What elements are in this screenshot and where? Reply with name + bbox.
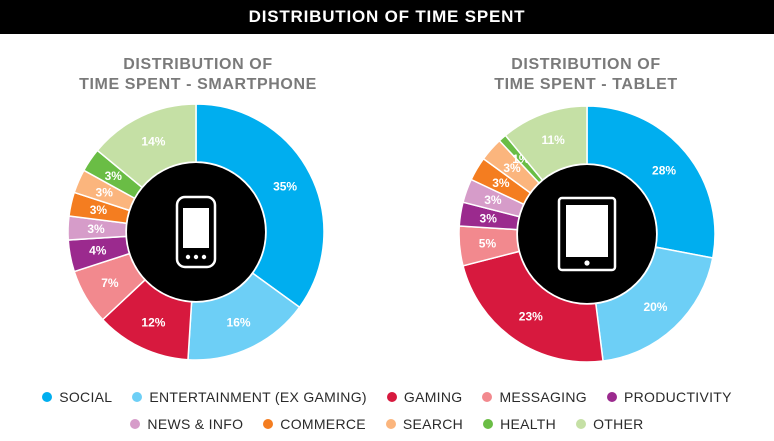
tablet-title-line2: TIME SPENT - TABLET xyxy=(494,76,678,93)
tablet-label-commerce: 3% xyxy=(492,176,510,190)
tablet-label-entertainment-ex-gaming: 20% xyxy=(643,300,667,314)
legend-row-1: SOCIAL ENTERTAINMENT (EX GAMING) GAMING MES… xyxy=(0,389,774,405)
legend-swatch xyxy=(385,419,396,429)
smartphone-label-gaming: 12% xyxy=(141,315,165,329)
legend-swatch xyxy=(42,392,53,402)
legend-label: NEWS & INFO xyxy=(147,416,244,432)
tablet-label-other: 11% xyxy=(541,133,565,147)
smartphone-label-news-info: 3% xyxy=(87,222,105,236)
legend-item-commerce: COMMERCE xyxy=(263,416,366,432)
legend-swatch xyxy=(263,419,274,429)
legend-swatch xyxy=(130,419,141,429)
legend-item-search: SEARCH xyxy=(385,416,464,432)
smartphone-label-entertainment-ex-gaming: 16% xyxy=(227,315,251,329)
tablet-slice-gaming xyxy=(462,250,604,363)
tablet-label-search: 3% xyxy=(503,161,521,175)
smartphone-label-other: 14% xyxy=(141,135,165,149)
tablet-label-gaming: 23% xyxy=(519,310,543,324)
legend-swatch xyxy=(606,392,617,402)
legend-item-other: OTHER xyxy=(576,416,644,432)
tablet-icon xyxy=(557,196,617,272)
legend-item-social: SOCIAL xyxy=(42,389,112,405)
smartphone-slice-other xyxy=(96,103,197,189)
smartphone-slice-social xyxy=(195,103,325,309)
tablet-label-news-info: 3% xyxy=(484,193,502,207)
legend-label: HEALTH xyxy=(500,416,557,432)
legend-item-entertainment-ex-gaming: ENTERTAINMENT (EX GAMING) xyxy=(132,389,367,405)
smartphone-label-commerce: 3% xyxy=(90,203,108,217)
tablet-slice-other xyxy=(504,105,588,182)
tablet-chart-title: DISTRIBUTION OF TIME SPENT - TABLET xyxy=(436,55,736,95)
legend-item-messaging: MESSAGING xyxy=(482,389,587,405)
tablet-title-line1: DISTRIBUTION OF xyxy=(511,56,661,73)
legend-swatch xyxy=(482,392,493,402)
smartphone-title-line1: DISTRIBUTION OF xyxy=(123,56,273,73)
smartphone-label-social: 35% xyxy=(273,180,297,194)
legend-row-2: NEWS & INFO COMMERCE SEARCH HEALTH OTHER xyxy=(0,416,774,432)
tablet-label-productivity: 3% xyxy=(480,211,498,225)
tablet-slice-social xyxy=(586,105,716,259)
legend-label: COMMERCE xyxy=(280,416,366,432)
smartphone-label-health: 3% xyxy=(105,169,123,183)
legend-item-health: HEALTH xyxy=(483,416,556,432)
legend-label: PRODUCTIVITY xyxy=(623,389,732,405)
legend-label: SEARCH xyxy=(402,416,464,432)
tablet-label-messaging: 5% xyxy=(479,236,497,250)
tablet-label-social: 28% xyxy=(652,163,676,177)
legend-swatch xyxy=(483,419,494,429)
legend-item-productivity: PRODUCTIVITY xyxy=(606,389,732,405)
smartphone-label-productivity: 4% xyxy=(89,244,107,258)
legend-label: MESSAGING xyxy=(499,389,587,405)
smartphone-icon xyxy=(175,195,217,269)
smartphone-chart-title: DISTRIBUTION OF TIME SPENT - SMARTPHONE xyxy=(48,55,348,95)
smartphone-title-line2: TIME SPENT - SMARTPHONE xyxy=(79,76,317,93)
legend-label: ENTERTAINMENT (EX GAMING) xyxy=(149,389,367,405)
legend-label: GAMING xyxy=(403,389,463,405)
legend-item-gaming: GAMING xyxy=(386,389,463,405)
tablet-slice-entertainment-ex-gaming xyxy=(594,246,714,362)
smartphone-label-search: 3% xyxy=(96,185,114,199)
legend-label: OTHER xyxy=(593,416,644,432)
legend-item-news-info: NEWS & INFO xyxy=(130,416,243,432)
legend-swatch xyxy=(386,392,397,402)
page-title: DISTRIBUTION OF TIME SPENT xyxy=(248,7,526,26)
legend-swatch xyxy=(132,392,143,402)
header-bar: DISTRIBUTION OF TIME SPENT xyxy=(0,0,774,34)
legend-swatch xyxy=(576,419,587,429)
legend-label: SOCIAL xyxy=(59,389,113,405)
smartphone-label-messaging: 7% xyxy=(101,276,119,290)
